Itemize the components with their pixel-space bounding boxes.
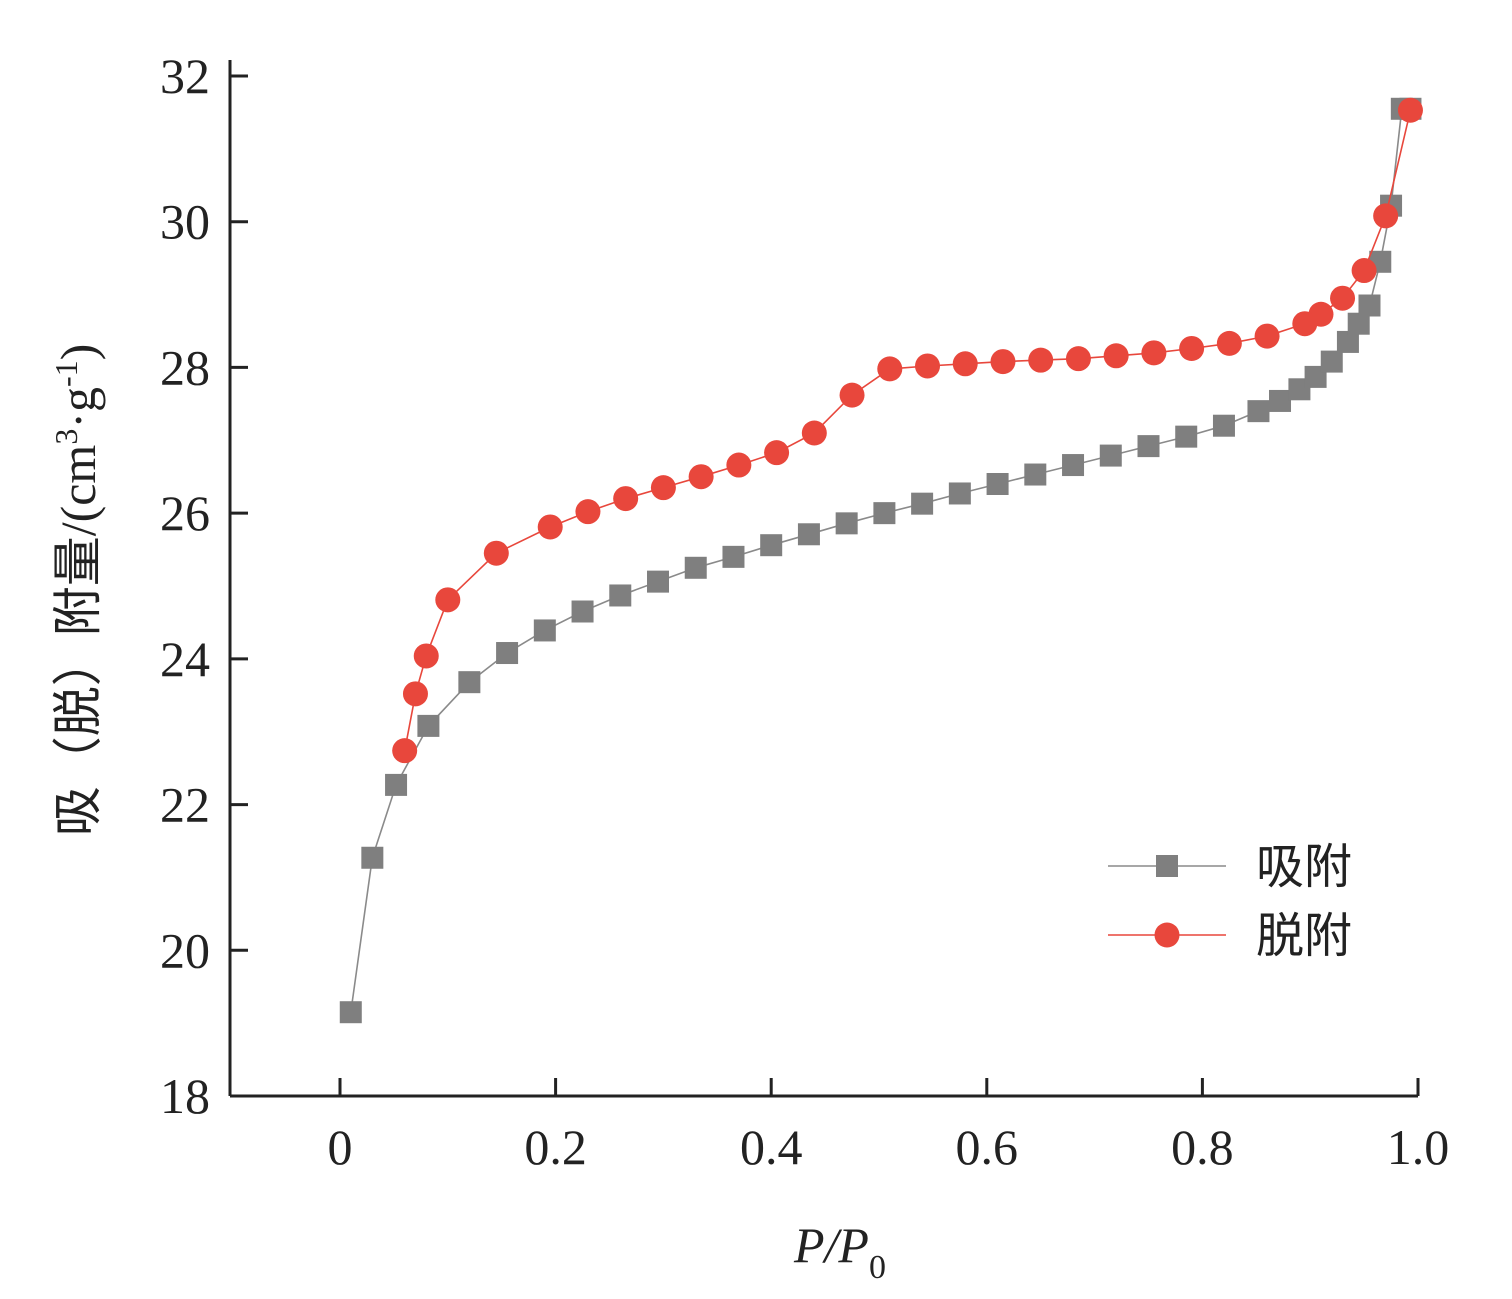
data-point — [1062, 454, 1085, 477]
data-point — [1351, 258, 1377, 284]
x-tick-label: 1.0 — [1387, 1119, 1450, 1175]
y-tick-label: 20 — [160, 922, 210, 978]
data-point — [402, 681, 428, 707]
data-point — [458, 671, 481, 694]
data-point — [1212, 414, 1235, 437]
data-point — [1292, 311, 1318, 337]
data-point — [1358, 294, 1381, 317]
data-point — [609, 584, 632, 607]
data-point — [760, 534, 783, 557]
legend-item: 吸附 — [1108, 839, 1352, 895]
data-point — [684, 556, 707, 579]
data-point — [726, 452, 752, 478]
data-point — [483, 540, 509, 566]
data-point — [496, 642, 519, 665]
data-point — [801, 420, 827, 446]
y-tick-label: 30 — [160, 194, 210, 250]
axes: 0 0.2 0.4 0.6 0.8 1.0 18 20 22 24 26 28 30 32 — [160, 48, 1449, 1175]
data-point — [1065, 346, 1091, 372]
legend-marker — [1156, 855, 1178, 877]
data-point — [385, 773, 408, 796]
data-point — [835, 512, 858, 535]
data-point — [1103, 343, 1129, 369]
data-point — [797, 523, 820, 546]
data-point — [575, 499, 601, 525]
data-point — [647, 570, 670, 593]
data-point — [877, 356, 903, 382]
data-point — [1024, 463, 1047, 486]
data-point — [839, 382, 865, 408]
data-point — [764, 440, 790, 466]
y-tick-label: 32 — [160, 48, 210, 104]
data-point — [911, 492, 934, 515]
data-point — [990, 349, 1016, 375]
x-tick-label: 0 — [328, 1119, 353, 1175]
y-tick-label: 24 — [160, 631, 210, 687]
y-tick-label: 26 — [160, 485, 210, 541]
data-point — [1347, 312, 1370, 335]
data-point — [688, 464, 714, 490]
data-point — [915, 353, 941, 379]
data-point — [1099, 444, 1122, 467]
data-point — [571, 600, 594, 623]
y-tick-label: 28 — [160, 339, 210, 395]
data-point — [392, 738, 418, 764]
y-tick-label: 22 — [160, 777, 210, 833]
data-point — [1269, 389, 1292, 412]
data-point — [1028, 347, 1054, 373]
data-point — [1320, 350, 1343, 373]
data-point — [417, 714, 440, 737]
legend-label: 脱附 — [1256, 908, 1352, 964]
data-point — [413, 643, 439, 669]
y-axis-title: 吸（脱）附量/(cm3·g-1) — [48, 344, 106, 837]
data-point — [1137, 435, 1160, 458]
data-point — [533, 619, 556, 642]
data-point — [986, 473, 1009, 495]
legend-item: 脱附 — [1108, 908, 1352, 964]
data-point — [1247, 400, 1270, 423]
data-point — [1175, 425, 1198, 448]
data-point — [537, 514, 563, 540]
data-point — [952, 351, 978, 377]
x-tick-label: 0.6 — [956, 1119, 1019, 1175]
series-line — [350, 108, 1411, 1013]
data-point — [435, 587, 461, 613]
x-tick-label: 0.8 — [1171, 1119, 1234, 1175]
x-axis-title: P/P0 — [793, 1217, 886, 1286]
data-point — [1373, 203, 1399, 229]
data-point — [1330, 285, 1356, 311]
data-point — [650, 475, 676, 501]
data-point — [873, 502, 896, 525]
data-point — [1141, 340, 1167, 366]
y-tick-label: 18 — [160, 1068, 210, 1124]
series-desorption — [392, 97, 1423, 764]
legend-marker — [1154, 922, 1180, 948]
legend-label: 吸附 — [1256, 839, 1352, 895]
data-point — [948, 482, 971, 505]
x-tick-label: 0.2 — [524, 1119, 587, 1175]
data-point — [361, 846, 384, 869]
data-point — [339, 1001, 362, 1024]
data-point — [722, 545, 745, 568]
data-point — [1216, 330, 1242, 356]
data-point — [1179, 335, 1205, 361]
series-line — [403, 110, 1412, 751]
series-layer — [339, 97, 1423, 1024]
x-tick-label: 0.4 — [740, 1119, 803, 1175]
data-point — [613, 486, 639, 512]
data-point — [1397, 97, 1423, 123]
data-point — [1254, 323, 1280, 349]
data-point — [1336, 330, 1359, 353]
